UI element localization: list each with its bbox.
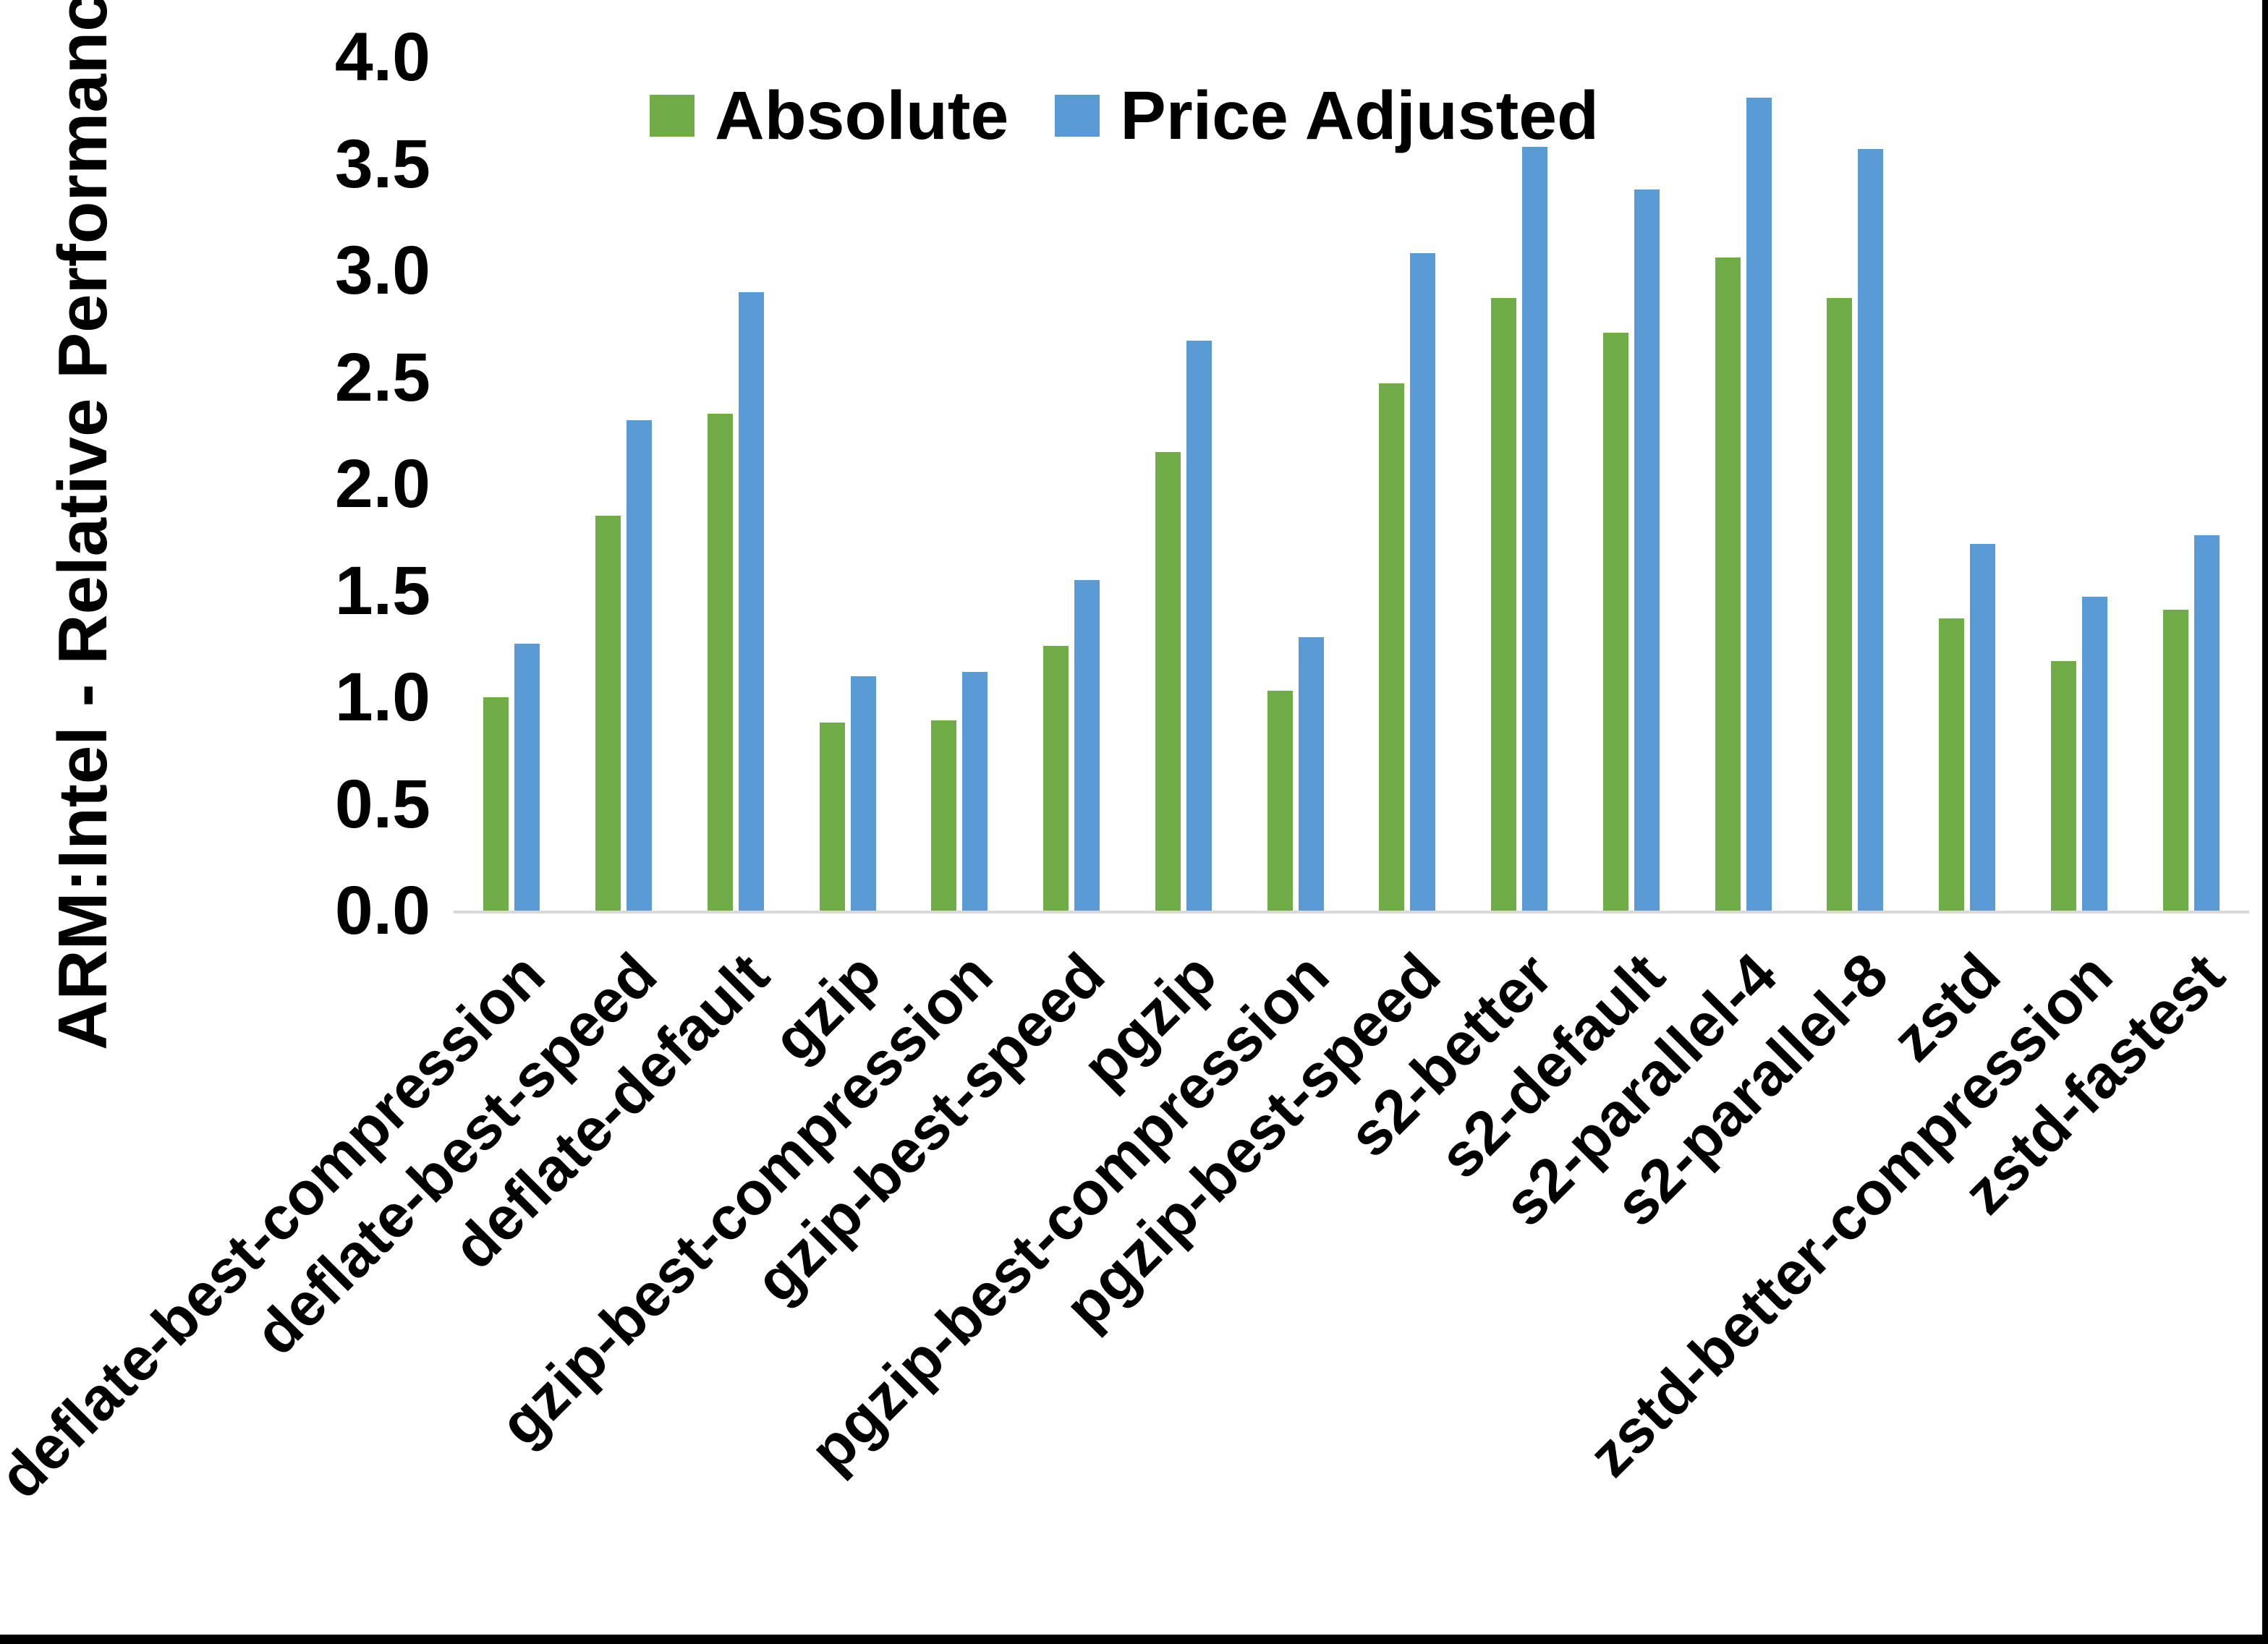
bar-absolute-s2-parallel-4	[1715, 257, 1741, 911]
bar-absolute-pgzip-best-compression	[1267, 691, 1293, 911]
bar-absolute-zstd-fastest	[2162, 610, 2188, 911]
y-tick-label-3.0: 3.0	[334, 232, 430, 309]
bar-absolute-deflate-best-compression	[483, 697, 509, 911]
bar-absolute-pgzip	[1155, 451, 1181, 911]
bar-price-adjusted-zstd-fastest	[2193, 534, 2220, 911]
y-tick-label-1.0: 1.0	[334, 659, 430, 736]
bar-absolute-s2-parallel-8	[1827, 298, 1853, 911]
bar-absolute-deflate-default	[707, 413, 733, 911]
bar-price-adjusted-deflate-default	[738, 291, 764, 911]
bar-price-adjusted-s2-default	[1634, 189, 1660, 911]
bar-absolute-zstd	[1939, 618, 1965, 911]
y-axis-title: ARM:Intel - Relative Performance	[44, 0, 122, 1050]
y-tick-label-2.0: 2.0	[334, 446, 430, 522]
bar-absolute-s2-default	[1602, 332, 1628, 911]
bar-price-adjusted-s2-parallel-4	[1746, 98, 1772, 911]
bar-price-adjusted-gzip-best-speed	[1074, 579, 1100, 911]
bar-price-adjusted-s2-better	[1522, 146, 1548, 911]
bar-price-adjusted-zstd	[1970, 543, 1996, 911]
y-tick-label-0.0: 0.0	[334, 872, 430, 949]
bar-price-adjusted-deflate-best-speed	[627, 419, 653, 911]
bar-absolute-gzip-best-compression	[931, 720, 957, 911]
legend: Absolute Price Adjusted	[650, 78, 1599, 153]
bar-absolute-s2-better	[1491, 298, 1517, 911]
bar-price-adjusted-pgzip-best-compression	[1298, 637, 1324, 911]
bar-absolute-zstd-better-compression	[2050, 660, 2076, 911]
bar-price-adjusted-s2-parallel-8	[1858, 148, 1884, 911]
y-tick-label-3.5: 3.5	[334, 125, 430, 203]
legend-label-price-adjusted: Price Adjusted	[1120, 77, 1600, 154]
y-tick-label-2.5: 2.5	[334, 338, 430, 416]
y-tick-label-0.5: 0.5	[334, 765, 430, 843]
y-tick-label-1.5: 1.5	[334, 552, 430, 629]
bar-price-adjusted-deflate-best-compression	[514, 644, 540, 911]
bar-absolute-gzip-best-speed	[1043, 646, 1069, 911]
plot-area	[456, 57, 2247, 911]
y-tick-label-4.0: 4.0	[334, 19, 430, 95]
bar-price-adjusted-pgzip	[1186, 341, 1212, 911]
x-axis-line	[454, 911, 2249, 913]
bar-absolute-pgzip-best-speed	[1379, 383, 1405, 911]
legend-swatch-price-adjusted	[1055, 95, 1100, 137]
bar-absolute-deflate-best-speed	[595, 516, 621, 911]
legend-item-price-adjusted: Price Adjusted	[1055, 78, 1599, 153]
bar-absolute-gzip	[819, 723, 845, 911]
bar-price-adjusted-gzip-best-compression	[962, 671, 988, 911]
bar-price-adjusted-zstd-better-compression	[2081, 597, 2107, 911]
legend-label-absolute: Absolute	[715, 77, 1009, 154]
bar-price-adjusted-pgzip-best-speed	[1410, 253, 1436, 911]
legend-swatch-absolute	[650, 95, 695, 137]
legend-item-absolute: Absolute	[650, 78, 1008, 153]
bar-price-adjusted-gzip	[850, 676, 876, 911]
